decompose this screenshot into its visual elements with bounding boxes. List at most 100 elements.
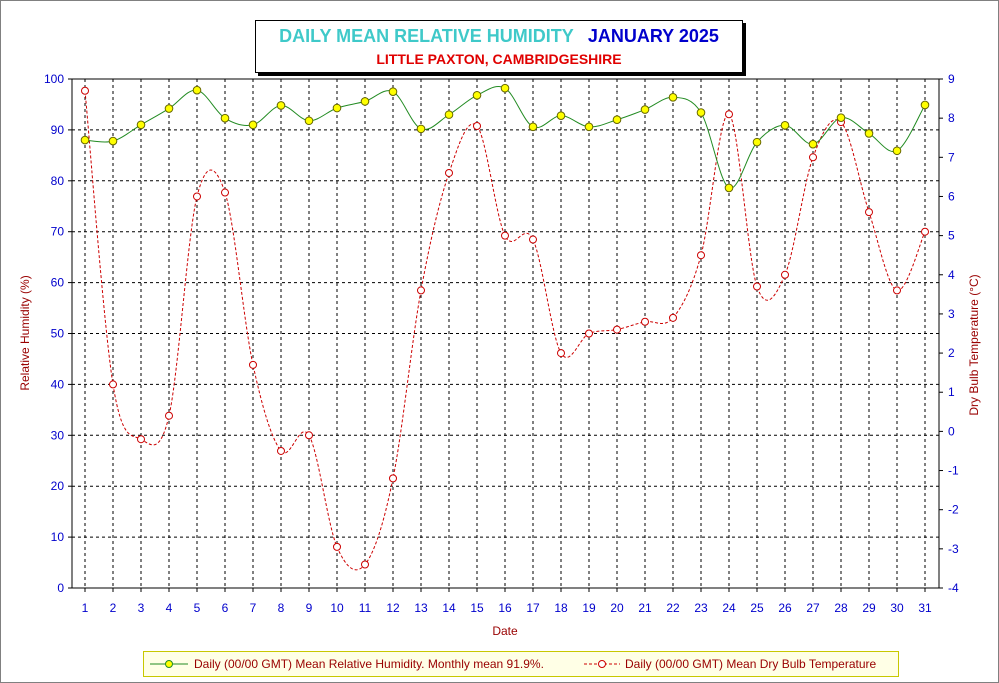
tick-label-right: -1 xyxy=(948,464,959,478)
tick-label-x: 17 xyxy=(526,601,540,615)
tick-label-left: 40 xyxy=(51,377,65,391)
tick-label-right: -2 xyxy=(948,503,959,517)
rh-series-line xyxy=(84,85,926,189)
y-axis-label-left: Relative Humidity (%) xyxy=(18,275,32,390)
temp-point xyxy=(389,474,397,483)
temp-point xyxy=(781,270,789,279)
tick-label-x: 28 xyxy=(834,601,848,615)
rh-point xyxy=(864,129,874,138)
tick-label-x: 2 xyxy=(110,601,117,615)
tick-label-x: 12 xyxy=(386,601,400,615)
temp-point xyxy=(333,542,341,551)
temp-point xyxy=(109,380,117,389)
rh-point xyxy=(500,83,510,93)
rh-point xyxy=(276,101,286,110)
temp-point xyxy=(669,313,677,322)
tick-label-x: 9 xyxy=(306,601,313,615)
rh-point xyxy=(220,113,230,123)
temp-series-line xyxy=(84,90,926,571)
temp-point xyxy=(249,360,257,369)
temp-point xyxy=(809,153,817,162)
chart-title: DAILY MEAN RELATIVE HUMIDITY xyxy=(279,26,574,46)
grid-layer xyxy=(72,79,939,588)
legend: Daily (00/00 GMT) Mean Relative Humidity… xyxy=(143,651,899,677)
temp-point xyxy=(613,325,621,334)
tick-label-left: 50 xyxy=(51,327,65,341)
tick-label-right: 6 xyxy=(948,189,955,203)
tick-label-left: 60 xyxy=(51,276,65,290)
tick-label-right: 0 xyxy=(948,424,955,438)
tick-label-x: 1 xyxy=(82,601,89,615)
rh-point xyxy=(612,115,622,125)
tick-label-x: 21 xyxy=(638,601,652,615)
tick-label-x: 5 xyxy=(194,601,201,615)
rh-point xyxy=(724,183,734,193)
tick-label-x: 31 xyxy=(918,601,932,615)
rh-point xyxy=(444,110,454,119)
tick-label-right: -4 xyxy=(948,581,959,595)
axis-layer: 0102030405060708090100-4-3-2-10123456789… xyxy=(44,72,959,615)
y-axis-label-right: Dry Bulb Temperature (°C) xyxy=(967,274,981,415)
x-axis-label: Date xyxy=(492,624,518,638)
temp-point xyxy=(445,168,453,177)
temp-point xyxy=(753,282,761,291)
tick-label-x: 25 xyxy=(750,601,764,615)
legend-temp-label: Daily (00/00 GMT) Mean Dry Bulb Temperat… xyxy=(625,657,877,671)
temp-point xyxy=(501,231,509,240)
temp-point xyxy=(725,110,733,119)
temp-point xyxy=(641,317,649,326)
tick-label-x: 8 xyxy=(278,601,285,615)
tick-label-x: 13 xyxy=(414,601,428,615)
tick-label-x: 30 xyxy=(890,601,904,615)
temp-point xyxy=(277,446,285,455)
title-box: DAILY MEAN RELATIVE HUMIDITY JANUARY 2025… xyxy=(255,20,743,73)
temp-point xyxy=(893,286,901,295)
rh-point xyxy=(808,139,818,149)
rh-point xyxy=(136,120,146,130)
rh-point xyxy=(556,111,566,120)
chart-subtitle: LITTLE PAXTON, CAMBRIDGESHIRE xyxy=(376,51,622,67)
rh-point xyxy=(640,105,650,114)
rh-point xyxy=(108,136,118,146)
tick-label-left: 80 xyxy=(51,174,65,188)
tick-label-x: 14 xyxy=(442,601,456,615)
temp-point xyxy=(697,251,705,260)
series-layer xyxy=(80,83,930,571)
tick-label-x: 16 xyxy=(498,601,512,615)
temp-point xyxy=(473,121,481,130)
temp-point xyxy=(417,286,425,295)
rh-point xyxy=(752,137,762,147)
rh-point xyxy=(892,146,902,156)
tick-label-right: 7 xyxy=(948,150,955,164)
rh-point xyxy=(164,104,174,113)
tick-label-x: 4 xyxy=(166,601,173,615)
tick-label-right: -3 xyxy=(948,542,959,556)
rh-point xyxy=(248,120,258,130)
tick-label-x: 11 xyxy=(359,601,372,615)
tick-label-left: 70 xyxy=(51,225,65,239)
rh-point xyxy=(360,97,370,106)
title-line: DAILY MEAN RELATIVE HUMIDITY JANUARY 2025 xyxy=(256,26,742,47)
rh-point xyxy=(920,100,930,110)
temp-point xyxy=(585,329,593,338)
temp-point xyxy=(921,227,929,236)
legend-rh-label: Daily (00/00 GMT) Mean Relative Humidity… xyxy=(194,657,544,671)
temp-point xyxy=(165,411,173,420)
temp-point xyxy=(557,349,565,358)
tick-label-left: 90 xyxy=(51,123,65,137)
tick-label-right: 8 xyxy=(948,111,955,125)
rh-point xyxy=(780,121,790,130)
tick-label-x: 22 xyxy=(666,601,680,615)
rh-point xyxy=(668,93,678,102)
tick-label-right: 5 xyxy=(948,229,955,243)
tick-label-x: 3 xyxy=(138,601,145,615)
tick-label-x: 10 xyxy=(330,601,344,615)
tick-label-x: 15 xyxy=(470,601,484,615)
tick-label-x: 24 xyxy=(722,601,736,615)
tick-label-x: 29 xyxy=(862,601,876,615)
tick-label-x: 23 xyxy=(694,601,708,615)
rh-point xyxy=(472,90,482,100)
temp-point xyxy=(81,86,89,95)
rh-point xyxy=(192,85,202,95)
